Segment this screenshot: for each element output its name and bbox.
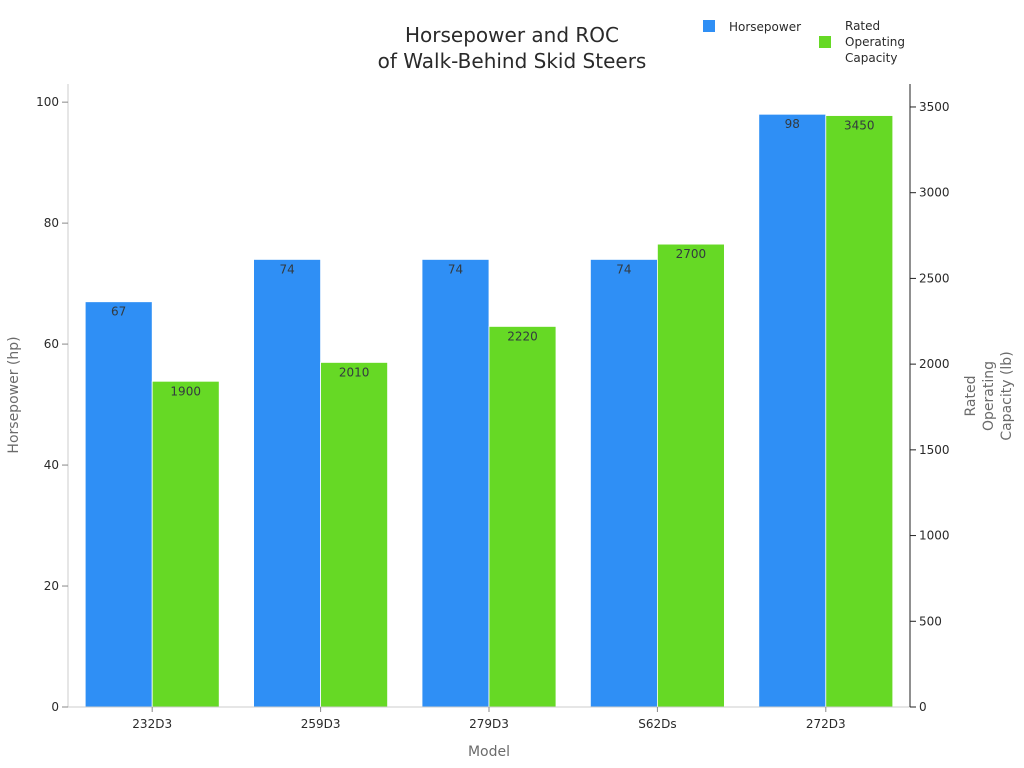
legend-label: Horsepower [729, 20, 801, 34]
bar-value-label: 74 [448, 262, 463, 276]
right-tick-label: 2500 [919, 271, 950, 285]
left-tick-label: 0 [51, 700, 59, 714]
bar-value-label: 2010 [339, 365, 370, 379]
right-tick-label: 500 [919, 614, 942, 628]
right-tick-label: 3500 [919, 100, 950, 114]
bar-group-272D3: 98 3450 [758, 113, 894, 708]
roc-bar[interactable] [657, 243, 725, 708]
chart-title-line: of Walk-Behind Skid Steers [378, 49, 647, 73]
plot-area: 67 1900 74 2010 74 2220 74 2700 98 3450 [84, 113, 894, 708]
bar-value-label: 98 [785, 117, 800, 131]
left-tick-label: 60 [44, 337, 59, 351]
x-tick-label: 272D3 [806, 717, 846, 731]
axes: 0204060801000500100015002000250030003500… [6, 84, 1015, 760]
horsepower-bar[interactable] [590, 259, 658, 708]
roc-bar[interactable] [151, 380, 220, 708]
roc-bar[interactable] [825, 115, 894, 708]
right-axis-title-line: Rated [963, 376, 979, 417]
bar-value-label: 74 [616, 262, 631, 276]
left-tick-label: 40 [44, 458, 59, 472]
legend-item[interactable]: Rated Operating Capacity [819, 19, 905, 65]
legend-swatch [819, 36, 831, 48]
horsepower-bar[interactable] [758, 113, 827, 708]
right-tick-label: 2000 [919, 357, 950, 371]
chart-title-line: Horsepower and ROC [405, 23, 619, 47]
bar-value-label: 1900 [170, 384, 201, 398]
roc-bar[interactable] [320, 362, 389, 708]
left-tick-label: 100 [36, 95, 59, 109]
bar-value-label: 2700 [676, 247, 707, 261]
x-axis-title: Model [468, 744, 510, 760]
right-tick-label: 1500 [919, 443, 950, 457]
right-tick-label: 0 [919, 700, 927, 714]
legend-swatch [703, 20, 715, 32]
legend: Horsepower Rated Operating Capacity [703, 19, 905, 65]
horsepower-bar[interactable] [253, 259, 322, 708]
horsepower-bar[interactable] [84, 301, 153, 708]
left-axis-title: Horsepower (hp) [6, 336, 22, 453]
legend-label: Capacity [845, 51, 897, 65]
x-tick-label: 259D3 [301, 717, 341, 731]
x-tick-label: 232D3 [132, 717, 172, 731]
bar-group-259D3: 74 2010 [253, 259, 389, 708]
bar-value-label: 67 [111, 305, 126, 319]
right-axis-title-line: Capacity (lb) [999, 351, 1015, 440]
legend-item[interactable]: Horsepower [703, 20, 801, 34]
left-tick-label: 80 [44, 216, 59, 230]
x-tick-label: 279D3 [469, 717, 509, 731]
right-axis-title-line: Operating [981, 361, 997, 431]
bar-value-label: 3450 [844, 119, 875, 133]
bar-value-label: 74 [279, 262, 294, 276]
right-tick-label: 3000 [919, 186, 950, 200]
legend-label: Rated [845, 19, 880, 33]
right-tick-label: 1000 [919, 529, 950, 543]
horsepower-bar[interactable] [421, 259, 490, 708]
bar-value-label: 2220 [507, 329, 538, 343]
legend-label: Operating [845, 35, 905, 49]
x-tick-label: S62Ds [638, 717, 676, 731]
left-tick-label: 20 [44, 579, 59, 593]
bar-group-232D3: 67 1900 [84, 301, 220, 708]
roc-bar[interactable] [488, 326, 557, 708]
right-axis-title: Rated Operating Capacity (lb) [963, 351, 1015, 440]
bar-group-S62Ds: 74 2700 [590, 243, 725, 708]
bar-group-279D3: 74 2220 [421, 259, 557, 708]
